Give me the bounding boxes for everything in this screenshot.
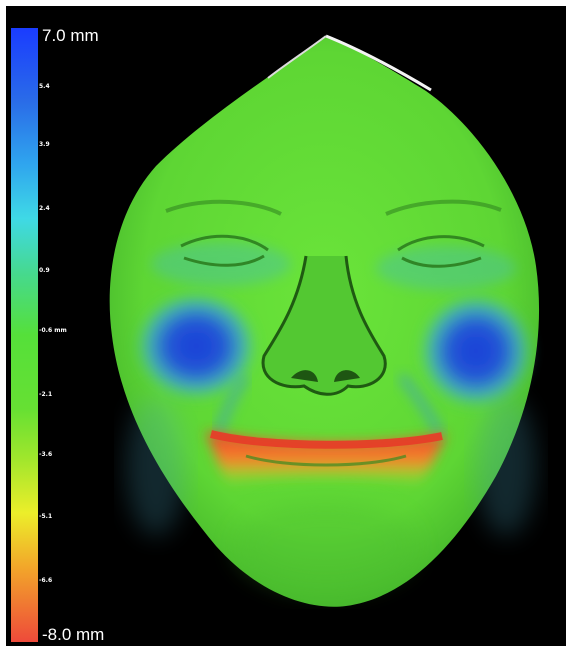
scale-tick: -2.1 [39,391,53,398]
scale-tick: -6.6 [39,577,53,584]
left-cheek-deviation [134,291,258,401]
figure-frame: 7.0 mm 5.4 3.9 2.4 0.9 -0.6 mm -2.1 -3.6… [6,6,566,646]
color-scale-bar [11,28,38,642]
right-cheek-deviation [418,293,534,409]
scale-tick: 0.9 [39,267,50,274]
scale-tick: -5.1 [39,513,53,520]
mouth-deviation [206,430,446,486]
scale-tick: -0.6 mm [39,327,67,334]
chin-surface [236,501,416,591]
scale-max-label: 7.0 mm [42,26,99,45]
scale-tick: 3.9 [39,141,50,148]
nose [261,255,387,396]
eyes [165,199,502,268]
scale-tick: -3.6 [39,451,53,458]
face-deviation-map [109,34,540,607]
scale-tick: 2.4 [39,205,50,212]
scale-min-label: -8.0 mm [42,625,105,644]
scale-tick: 5.4 [39,83,50,90]
